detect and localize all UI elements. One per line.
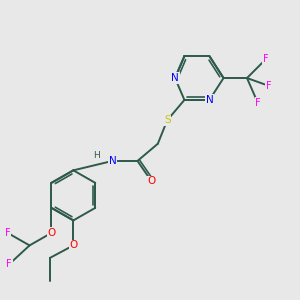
Text: H: H <box>93 151 100 160</box>
Text: S: S <box>164 115 170 125</box>
Text: F: F <box>255 98 261 108</box>
Text: O: O <box>147 176 156 186</box>
Text: O: O <box>47 228 56 238</box>
Text: N: N <box>206 95 213 105</box>
Text: F: F <box>263 54 268 64</box>
Text: F: F <box>266 81 272 91</box>
Text: F: F <box>5 228 10 238</box>
Text: O: O <box>69 240 77 250</box>
Text: N: N <box>171 73 179 83</box>
Text: F: F <box>6 259 12 269</box>
Text: N: N <box>109 156 116 166</box>
